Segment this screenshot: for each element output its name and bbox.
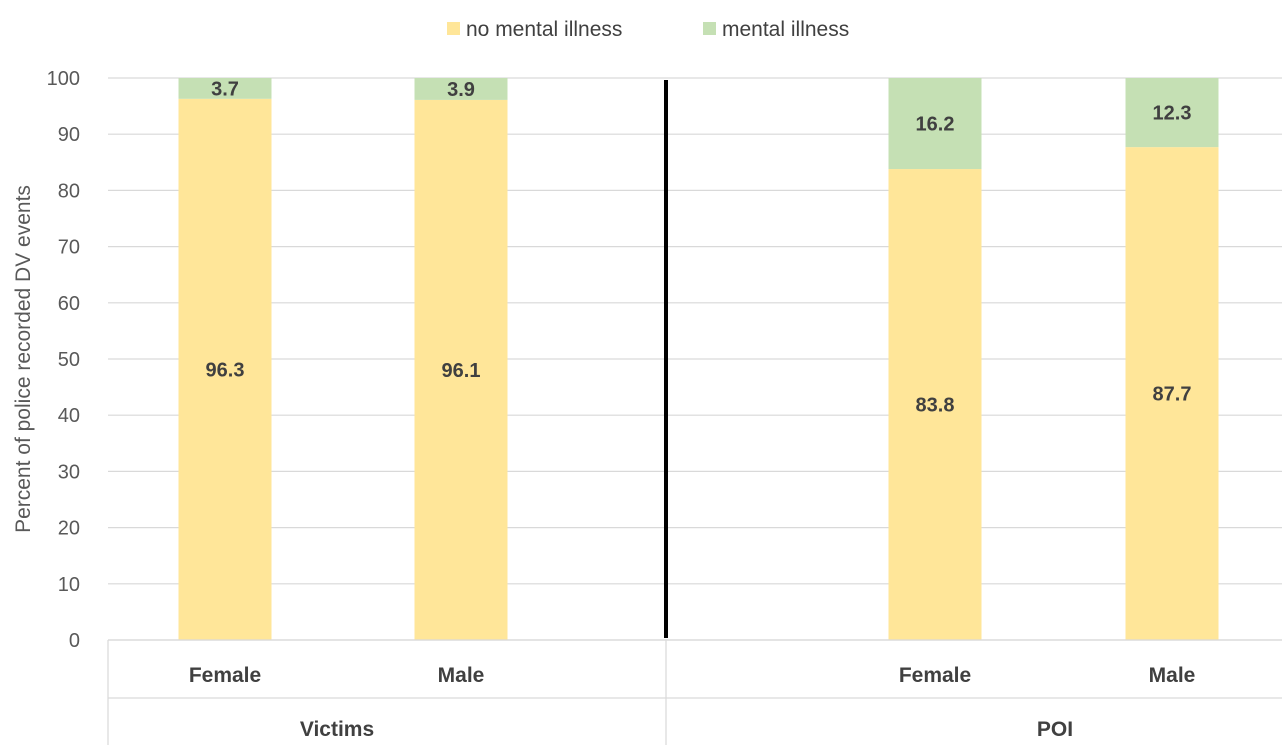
y-tick-label: 90 bbox=[58, 124, 80, 146]
legend-label: no mental illness bbox=[466, 18, 622, 41]
x-axis: Female Male Female Male Victims POI bbox=[107, 639, 1282, 745]
bar-segment bbox=[1125, 147, 1219, 640]
bar-segment bbox=[888, 169, 982, 640]
y-tick-label: 80 bbox=[58, 180, 80, 202]
bar-segment bbox=[178, 78, 272, 99]
data-labels: 96.3 3.7 96.1 3.9 83.8 16.2 87.7 12.3 bbox=[206, 78, 1192, 416]
legend: no mental illness mental illness bbox=[447, 18, 849, 41]
y-tick-label: 50 bbox=[58, 349, 80, 371]
bar-segment bbox=[1125, 78, 1219, 148]
legend-label: mental illness bbox=[722, 18, 849, 41]
data-label: 96.3 bbox=[206, 359, 245, 381]
legend-swatch bbox=[703, 22, 716, 35]
group-label: POI bbox=[1037, 718, 1073, 741]
legend-swatch bbox=[447, 22, 460, 35]
data-label: 87.7 bbox=[1153, 384, 1192, 406]
data-label: 96.1 bbox=[442, 360, 481, 382]
y-axis-ticks: 0 10 20 30 40 50 60 70 80 90 100 bbox=[47, 68, 80, 652]
gridlines bbox=[108, 77, 1282, 641]
y-tick-label: 60 bbox=[58, 293, 80, 315]
y-tick-label: 10 bbox=[58, 574, 80, 596]
category-label: Male bbox=[1149, 664, 1196, 687]
category-label: Female bbox=[899, 664, 971, 687]
category-label: Female bbox=[189, 664, 261, 687]
data-label: 3.9 bbox=[447, 79, 475, 101]
bar-segment bbox=[178, 98, 272, 640]
data-label: 12.3 bbox=[1153, 103, 1192, 125]
y-tick-label: 30 bbox=[58, 461, 80, 483]
y-tick-label: 40 bbox=[58, 405, 80, 427]
bars bbox=[178, 78, 1219, 641]
bar-segment bbox=[414, 99, 508, 641]
y-tick-label: 0 bbox=[69, 630, 80, 652]
data-label: 3.7 bbox=[211, 78, 239, 100]
data-label: 16.2 bbox=[916, 114, 955, 136]
bar-segment bbox=[888, 78, 982, 170]
y-tick-label: 70 bbox=[58, 237, 80, 259]
y-axis-title: Percent of police recorded DV events bbox=[12, 185, 35, 533]
data-label: 83.8 bbox=[916, 395, 955, 417]
y-tick-label: 100 bbox=[47, 68, 80, 90]
bar-segment bbox=[414, 78, 508, 100]
y-tick-label: 20 bbox=[58, 518, 80, 540]
category-label: Male bbox=[438, 664, 485, 687]
group-label: Victims bbox=[300, 718, 374, 741]
